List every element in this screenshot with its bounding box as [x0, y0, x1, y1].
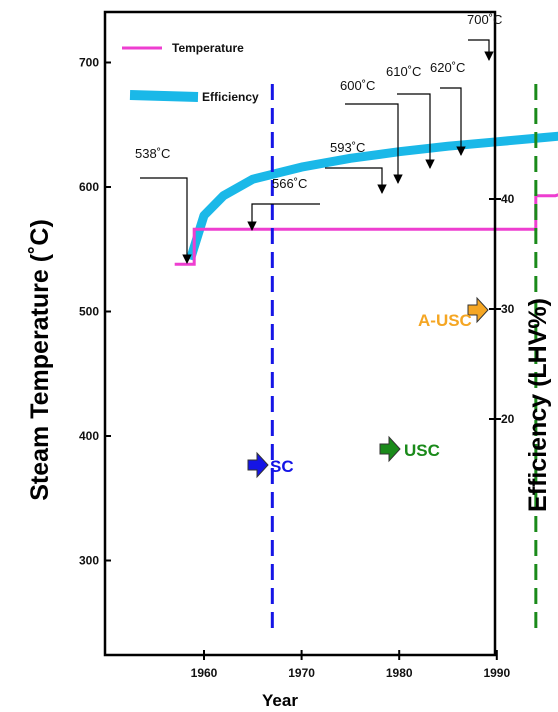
annotation-callout: 610˚C	[386, 64, 435, 169]
annotation-callout: 700˚C	[467, 12, 502, 61]
y-right-tick-label: 30	[501, 302, 515, 316]
era-marker: USC	[379, 435, 440, 463]
x-tick-label: 1980	[386, 666, 413, 680]
legend-item-efficiency: Efficiency	[129, 90, 259, 104]
era-marker: A-USC	[418, 296, 489, 330]
annotation-arrow	[468, 39, 494, 61]
annotation-label: 593˚C	[330, 140, 365, 155]
efficiency-line	[186, 131, 558, 261]
y-left-tick-label: 700	[79, 56, 99, 70]
y-left-tick-label: 400	[79, 429, 99, 443]
legend-item-temperature: Temperature	[122, 41, 244, 55]
era-arrow-icon	[379, 435, 401, 463]
annotation-arrow	[397, 93, 435, 169]
annotation-label: 700˚C	[467, 12, 502, 27]
annotation-callout: 593˚C	[325, 140, 387, 194]
era-label: A-USC	[418, 311, 472, 330]
annotation-label: 620˚C	[430, 60, 465, 75]
era-arrow-icon	[467, 296, 489, 324]
legend-label-temperature: Temperature	[172, 41, 244, 55]
annotation-arrow	[140, 177, 192, 264]
y-axis-left-title: Steam Temperature (˚C)	[26, 219, 54, 501]
annotation-arrow	[345, 103, 403, 184]
annotation-callout: 600˚C	[340, 78, 403, 184]
x-tick-label: 1990	[483, 666, 510, 680]
annotation-callout: 566˚C	[247, 176, 320, 231]
plot-frame	[103, 10, 497, 657]
annotation-label: 610˚C	[386, 64, 421, 79]
annotation-label: 566˚C	[272, 176, 307, 191]
annotation-label: 600˚C	[340, 78, 375, 93]
y-left-tick-label: 300	[79, 554, 99, 568]
temperature-line	[174, 193, 558, 266]
era-label: SC	[270, 457, 294, 476]
era-arrow-icon	[247, 451, 269, 479]
y-right-tick-label: 20	[501, 412, 515, 426]
y-axis-right-title: Efficiency (LHV%)	[524, 298, 552, 512]
legend-swatch-efficiency	[129, 90, 199, 102]
annotation-arrow	[440, 87, 466, 156]
legend-label-efficiency: Efficiency	[202, 90, 259, 104]
annotation-callout: 620˚C	[430, 60, 466, 156]
y-right-tick-label: 40	[501, 192, 515, 206]
annotation-arrow	[325, 167, 387, 194]
era-marker: SC	[247, 451, 294, 479]
y-left-tick-label: 600	[79, 180, 99, 194]
y-left-tick-label: 500	[79, 305, 99, 319]
x-tick-label: 1970	[288, 666, 315, 680]
x-tick-label: 1960	[191, 666, 218, 680]
annotation-callout: 538˚C	[135, 146, 192, 264]
annotation-arrow	[247, 203, 320, 231]
x-axis-title: Year	[262, 691, 298, 710]
annotation-label: 538˚C	[135, 146, 170, 161]
era-label: USC	[404, 441, 440, 460]
